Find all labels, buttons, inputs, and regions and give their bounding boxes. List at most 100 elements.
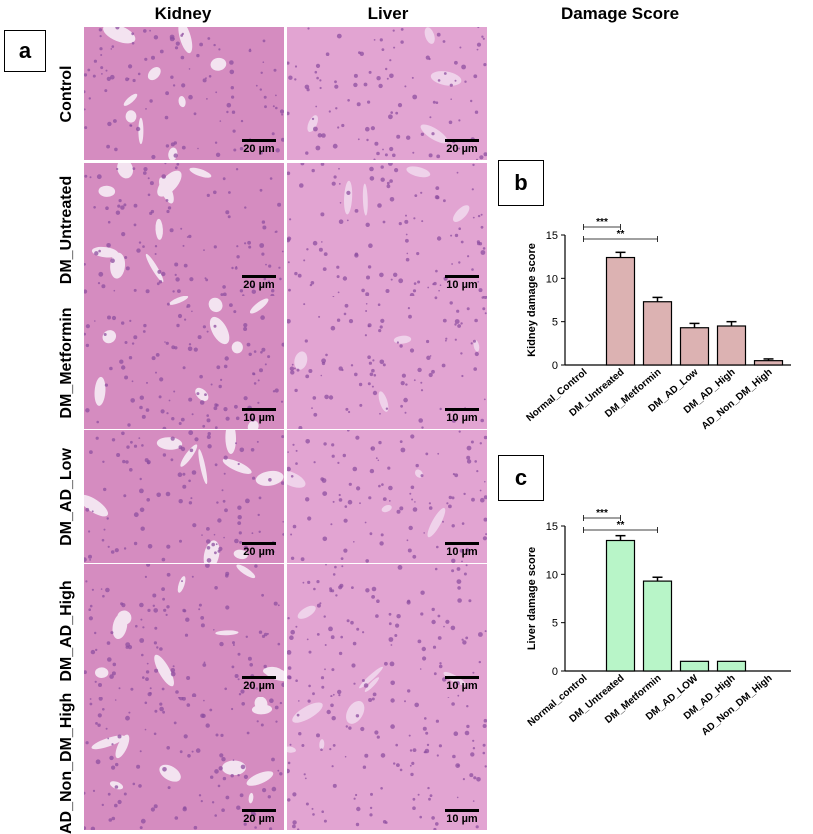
scale-bar-line [445, 676, 479, 679]
scale-bar: 20 µm [445, 139, 479, 155]
y-tick-label: 10 [546, 569, 558, 581]
scale-bar-label: 10 µm [446, 680, 478, 692]
scale-bar-line [242, 139, 276, 142]
x-tick-label: Normal_control [526, 673, 590, 729]
y-tick-label: 0 [552, 360, 558, 372]
bar-DM_AD_Low [679, 327, 710, 366]
scale-bar-line [445, 139, 479, 142]
scale-bar: 10 µm [242, 408, 276, 424]
scale-bar: 10 µm [445, 275, 479, 291]
scale-bar: 20 µm [242, 275, 276, 291]
bar-DM_Untreated [605, 539, 636, 672]
tissue-texture [287, 564, 487, 697]
liver-micrograph-5: 10 µm [287, 564, 487, 697]
scale-bar: 20 µm [242, 809, 276, 825]
kidney-micrograph-5: 20 µm [84, 564, 284, 697]
tissue-texture [287, 697, 487, 830]
y-tick-label: 15 [546, 521, 558, 533]
liver-micrograph-2: 10 µm [287, 163, 487, 296]
x-tick-label: AD_Non_DM_High [700, 367, 775, 432]
scale-bar-label: 20 µm [243, 143, 275, 155]
liver-micrograph-3: 10 µm [287, 296, 487, 429]
liver-micrograph-4: 10 µm [287, 430, 487, 563]
significance-label: ** [617, 520, 625, 531]
scale-bar-label: 10 µm [446, 546, 478, 558]
tissue-texture [84, 697, 283, 830]
x-tick-label: Normal_Control [524, 367, 589, 424]
tissue-texture [84, 296, 284, 429]
tissue-texture [287, 163, 486, 296]
scale-bar-line [445, 275, 479, 278]
y-tick-label: 10 [546, 273, 558, 285]
tissue-texture [287, 27, 487, 160]
scale-bar-label: 20 µm [243, 813, 275, 825]
scale-bar-line [242, 809, 276, 812]
tissue-texture [84, 564, 284, 697]
panel-label-b: b [498, 160, 544, 206]
y-tick-label: 0 [552, 666, 558, 678]
kidney-micrograph-2: 20 µm [84, 163, 284, 296]
scale-bar-line [445, 408, 479, 411]
scale-bar-label: 10 µm [446, 412, 478, 424]
row-label-6: AD_Non_DM_High [58, 692, 75, 834]
bar-DM_AD_High [716, 660, 747, 672]
scale-bar: 10 µm [445, 542, 479, 558]
row-label-1: Control [58, 65, 75, 122]
row-label-4: DM_AD_Low [58, 447, 75, 546]
bar-DM_Untreated [605, 256, 636, 366]
scale-bar-line [242, 676, 276, 679]
scale-bar-label: 20 µm [446, 143, 478, 155]
scale-bar: 20 µm [242, 676, 276, 692]
y-axis-title: Kidney damage score [526, 243, 538, 357]
y-tick-label: 5 [552, 317, 558, 329]
scale-bar-label: 20 µm [243, 546, 275, 558]
scale-bar: 20 µm [242, 139, 276, 155]
significance-label: *** [596, 508, 608, 519]
scale-bar-line [445, 809, 479, 812]
y-tick-label: 15 [546, 230, 558, 242]
liver-micrograph-6: 10 µm [287, 697, 487, 830]
kidney-micrograph-1: 20 µm [84, 27, 284, 160]
scale-bar: 10 µm [445, 676, 479, 692]
significance-label: *** [596, 217, 608, 228]
scale-bar-label: 10 µm [243, 412, 275, 424]
scale-bar: 20 µm [242, 542, 276, 558]
tissue-texture [84, 163, 284, 296]
scale-bar-line [242, 542, 276, 545]
scale-bar-label: 20 µm [243, 680, 275, 692]
scale-bar-line [445, 542, 479, 545]
row-label-5: DM_AD_High [58, 579, 75, 682]
kidney-micrograph-3: 10 µm [84, 296, 284, 429]
bar-AD_Non_DM_High [753, 360, 784, 366]
significance-label: ** [617, 229, 625, 240]
bar-DM_AD_High [716, 325, 747, 366]
tissue-texture [84, 27, 284, 160]
scale-bar: 10 µm [445, 809, 479, 825]
panel-label-c: c [498, 455, 544, 501]
kidney-micrograph-6: 20 µm [84, 697, 284, 830]
damage-score-header: Damage Score [560, 4, 680, 23]
tissue-texture [287, 430, 487, 563]
liver-micrograph-1: 20 µm [287, 27, 487, 160]
scale-bar-label: 10 µm [446, 813, 478, 825]
row-label-2: DM_Untreated [58, 175, 75, 284]
scale-bar-line [242, 408, 276, 411]
y-tick-label: 5 [552, 618, 558, 630]
liver-column-header: Liver [367, 4, 409, 23]
scale-bar-label: 20 µm [243, 279, 275, 291]
kidney-column-header: Kidney [154, 4, 212, 23]
panel-label-a: a [4, 30, 46, 72]
kidney-micrograph-4: 20 µm [84, 430, 284, 563]
bar-DM_Metformin [642, 580, 673, 672]
y-axis-title: Liver damage score [526, 547, 538, 650]
bar-DM_Metformin [642, 301, 673, 366]
bar-DM_AD_LOW [679, 660, 710, 672]
tissue-texture [287, 296, 487, 429]
row-label-3: DM_Metformin [58, 306, 75, 419]
tissue-texture [84, 430, 284, 563]
x-tick-label: AD_Non_DM_High [700, 673, 775, 738]
scale-bar-label: 10 µm [446, 279, 478, 291]
scale-bar-line [242, 275, 276, 278]
